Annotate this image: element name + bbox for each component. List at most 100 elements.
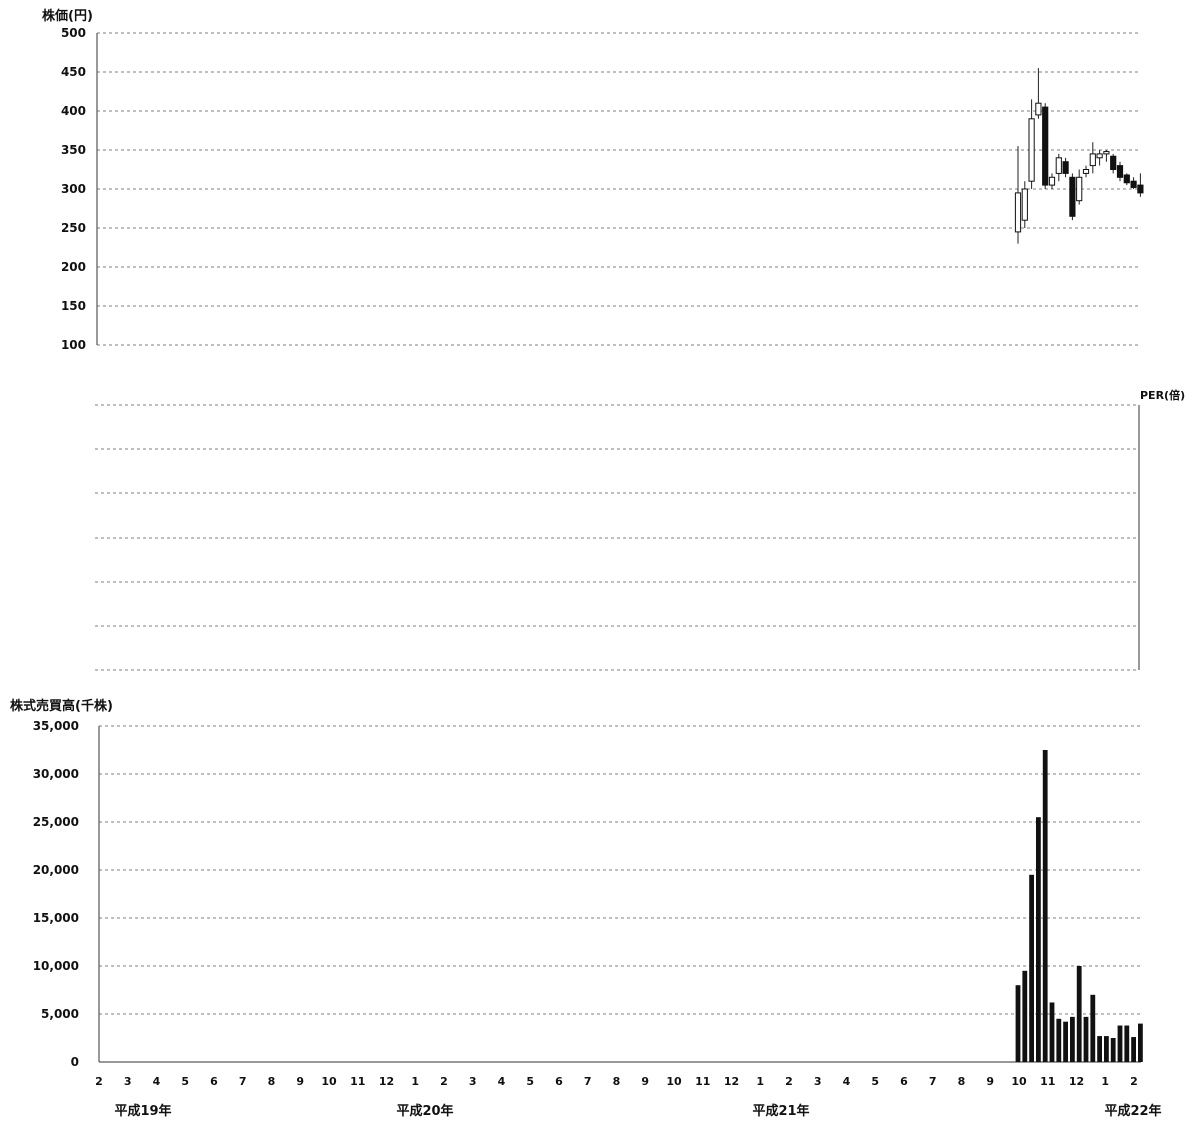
candle-body — [1035, 102, 1042, 116]
month-label: 11 — [1040, 1075, 1055, 1088]
candle-body — [1042, 106, 1049, 186]
month-label: 7 — [239, 1075, 247, 1088]
volume-bar — [1015, 985, 1021, 1062]
month-label: 7 — [929, 1075, 937, 1088]
candle-body — [1028, 118, 1035, 182]
year-label: 平成19年 — [114, 1103, 171, 1119]
month-label: 6 — [555, 1075, 563, 1088]
volume-bar — [1104, 1036, 1109, 1062]
volume-bar — [1083, 1016, 1089, 1062]
month-label: 7 — [584, 1075, 592, 1088]
month-label: 1 — [1101, 1075, 1109, 1088]
volume-bar — [1124, 1025, 1130, 1062]
volume-bar — [1029, 874, 1034, 1062]
year-label: 平成20年 — [396, 1103, 453, 1119]
candle-body — [1137, 184, 1144, 194]
volume-tick-label: 5,000 — [41, 1007, 79, 1021]
month-label: 10 — [666, 1075, 682, 1088]
month-label: 5 — [181, 1075, 189, 1088]
month-label: 9 — [296, 1075, 304, 1088]
candle-body — [1130, 180, 1137, 188]
x-month-labels: 2 3 4 5 6 7 8 9 10 11 12 1 2 3 4 5 6 7 8 9 10 11 12 1 2 3 4 5 6 7 8 9 10… — [95, 1075, 1138, 1088]
candle-body — [1096, 153, 1103, 159]
month-label: 12 — [379, 1075, 394, 1088]
volume-axis-label: 株式売買高(千株) — [10, 698, 113, 714]
month-label: 4 — [153, 1075, 161, 1088]
candle-body — [1069, 176, 1076, 217]
month-label: 10 — [1011, 1075, 1027, 1088]
month-label: 5 — [526, 1075, 534, 1088]
month-label: 1 — [756, 1075, 764, 1088]
year-label: 平成21年 — [752, 1103, 809, 1119]
volume-bar — [1042, 750, 1048, 1062]
volume-tick-label: 25,000 — [33, 815, 79, 829]
month-label: 2 — [1130, 1075, 1138, 1088]
candle-body — [1110, 155, 1117, 171]
volume-tick-label: 0 — [71, 1055, 79, 1069]
month-label: 12 — [724, 1075, 739, 1088]
volume-tick-label: 20,000 — [33, 863, 79, 877]
price-tick-label: 350 — [61, 143, 86, 157]
month-label: 8 — [958, 1075, 966, 1088]
volume-bar — [1117, 1025, 1123, 1062]
price-tick-label: 150 — [61, 299, 86, 313]
month-label: 4 — [843, 1075, 851, 1088]
volume-tick-label: 30,000 — [33, 767, 79, 781]
volume-y-tick-labels: 35,000 30,000 25,000 20,000 15,000 10,000 5,00… — [33, 719, 79, 1069]
price-panel: 株価(円) 500 450 400 350 300 250 200 150 100 — [42, 8, 1144, 352]
candle-body — [1076, 176, 1083, 202]
candle-body — [1116, 165, 1124, 178]
month-label: 11 — [695, 1075, 710, 1088]
per-panel: PER(倍) — [95, 388, 1185, 671]
month-label: 6 — [900, 1075, 908, 1088]
candle-body — [1014, 192, 1022, 233]
month-label: 1 — [411, 1075, 419, 1088]
month-label: 2 — [95, 1075, 103, 1088]
price-tick-label: 250 — [61, 221, 86, 235]
month-label: 11 — [350, 1075, 365, 1088]
price-gridlines — [97, 32, 1141, 346]
month-label: 2 — [785, 1075, 793, 1088]
volume-bar — [1063, 1021, 1068, 1062]
volume-bar — [1090, 994, 1096, 1062]
volume-bars — [1015, 750, 1143, 1062]
candle-body — [1021, 188, 1028, 221]
volume-panel: 株式売買高(千株) 35,000 30,000 25,000 20,000 15,000… — [10, 698, 1143, 1069]
month-label: 9 — [641, 1075, 649, 1088]
price-tick-label: 450 — [61, 65, 86, 79]
month-label: 5 — [871, 1075, 879, 1088]
candle-body — [1082, 169, 1090, 174]
price-tick-label: 300 — [61, 182, 86, 196]
month-label: 8 — [613, 1075, 621, 1088]
price-axis-label: 株価(円) — [42, 8, 93, 24]
candle-body — [1089, 153, 1096, 167]
per-axis-label: PER(倍) — [1140, 388, 1185, 402]
volume-tick-label: 35,000 — [33, 719, 79, 733]
volume-bar — [1138, 1023, 1143, 1062]
candle-body — [1123, 174, 1130, 184]
candle-body — [1048, 176, 1056, 186]
price-tick-label: 100 — [61, 338, 86, 352]
volume-gridlines — [99, 725, 1141, 1015]
month-label: 3 — [814, 1075, 822, 1088]
month-label: 6 — [210, 1075, 218, 1088]
month-label: 10 — [321, 1075, 337, 1088]
x-year-labels: 平成19年 平成20年 平成21年 平成22年 — [114, 1103, 1161, 1119]
volume-bar — [1110, 1038, 1116, 1062]
month-label: 9 — [986, 1075, 994, 1088]
month-label: 2 — [440, 1075, 448, 1088]
volume-bar — [1076, 966, 1082, 1062]
price-y-tick-labels: 500 450 400 350 300 250 200 150 100 — [61, 26, 86, 352]
volume-bar — [1131, 1037, 1136, 1062]
candle-body — [1055, 157, 1062, 174]
month-label: 3 — [124, 1075, 132, 1088]
price-candles — [1014, 68, 1144, 244]
volume-tick-label: 15,000 — [33, 911, 79, 925]
volume-bar — [1070, 1016, 1075, 1062]
month-label: 3 — [469, 1075, 477, 1088]
volume-bar — [1036, 817, 1041, 1062]
volume-bar — [1056, 1018, 1062, 1062]
volume-tick-label: 10,000 — [33, 959, 79, 973]
per-gridlines — [95, 404, 1139, 671]
